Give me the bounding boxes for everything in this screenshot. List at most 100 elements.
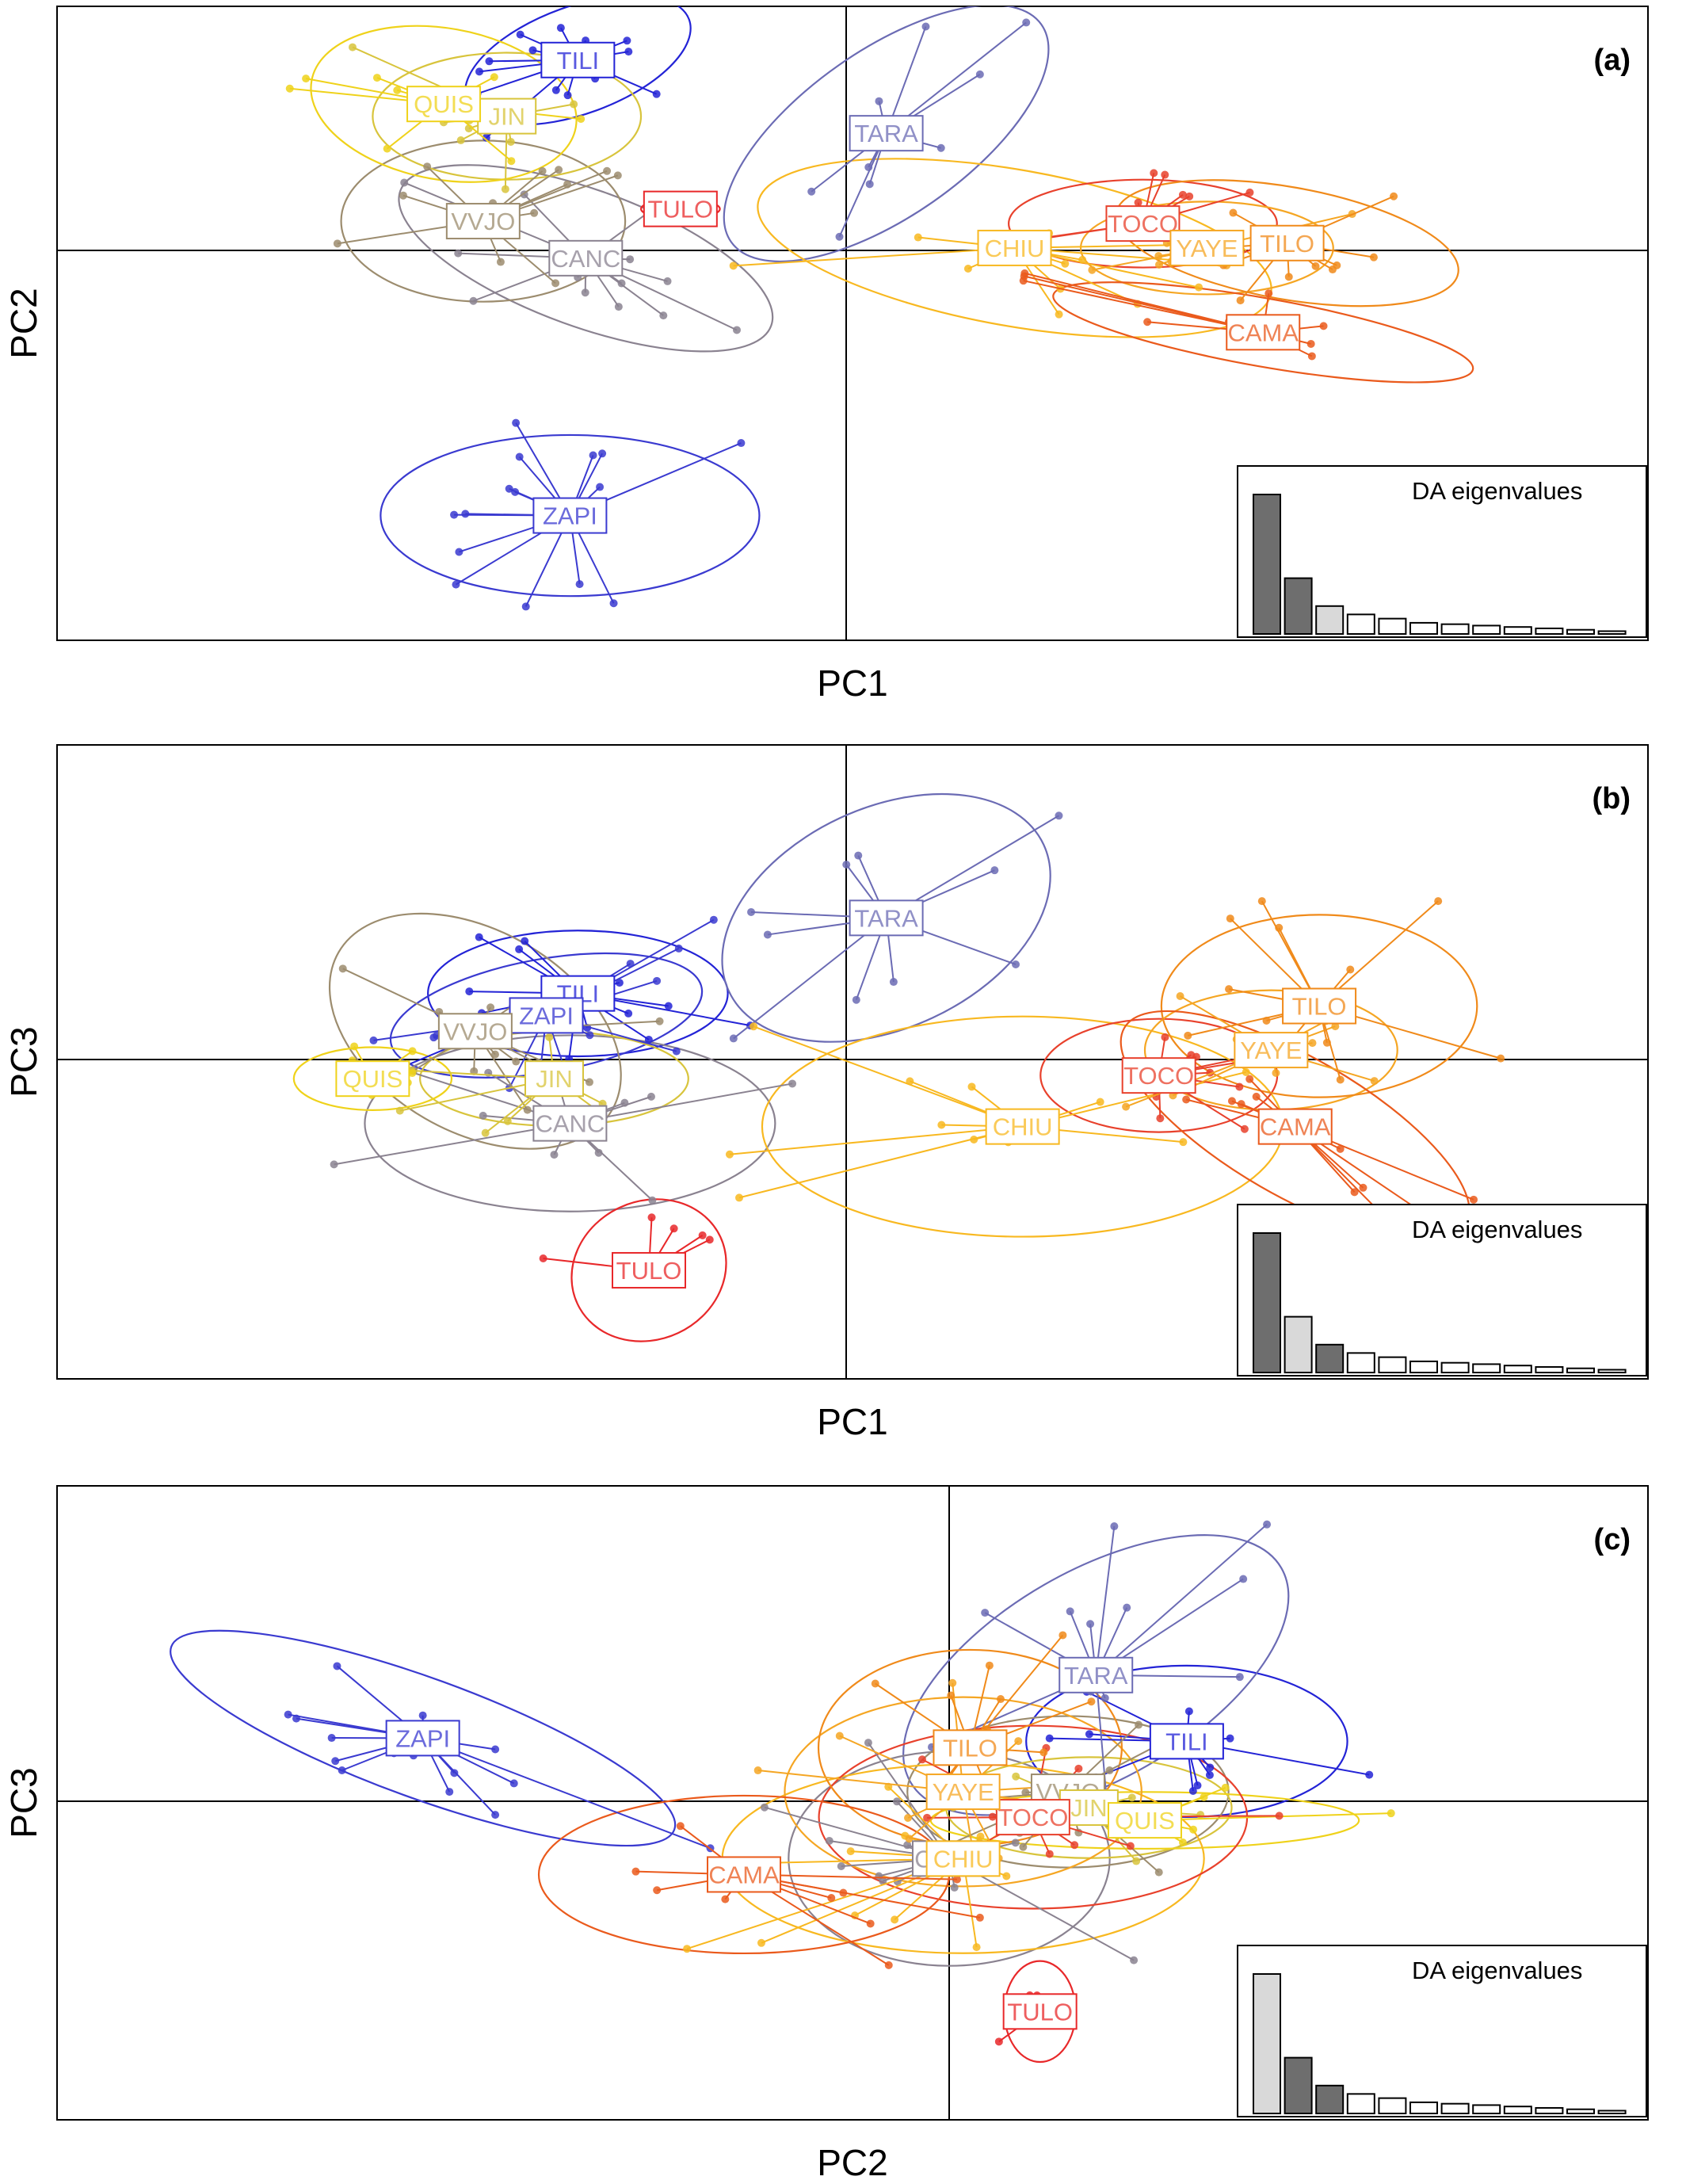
eigenvalue-bar (1472, 2104, 1501, 2114)
data-point (644, 1035, 653, 1044)
data-point (1100, 1693, 1109, 1702)
data-point (1350, 1188, 1359, 1197)
data-point (1257, 897, 1266, 906)
data-point (1370, 1077, 1379, 1086)
eigenvalue-bar (1440, 623, 1470, 635)
data-point (1336, 1075, 1345, 1084)
group-label-canc: CANC (548, 239, 624, 277)
eigenvalue-bar (1409, 621, 1438, 635)
spoke (733, 246, 1015, 267)
data-point (331, 1757, 340, 1766)
data-point (1252, 1092, 1261, 1101)
eigenvalue-bar (1378, 1356, 1407, 1374)
data-point (1176, 991, 1184, 1000)
data-point (1154, 1868, 1163, 1877)
data-point (1263, 1520, 1272, 1529)
data-point (663, 277, 672, 285)
group-label-text: JIN (1070, 1794, 1108, 1822)
data-point (450, 1769, 459, 1777)
group-label-text: CHIU (985, 235, 1045, 262)
data-point (338, 1766, 346, 1775)
panel-label: (b) (1592, 782, 1631, 815)
ellipse-zapi (170, 1629, 677, 1847)
label-box (849, 115, 924, 152)
data-point (399, 191, 407, 200)
data-point (972, 1943, 981, 1952)
group-label-text: CANC (551, 245, 620, 273)
data-point (515, 452, 524, 461)
data-point (563, 91, 572, 100)
data-point (445, 1788, 454, 1796)
data-point (1070, 1841, 1079, 1850)
data-point (1087, 1697, 1096, 1706)
group-label-text: ZAPI (395, 1724, 450, 1752)
data-point (1469, 1195, 1478, 1204)
data-point (596, 483, 605, 491)
data-point (1245, 1075, 1254, 1083)
group-label-toco: TOCO (995, 1799, 1070, 1836)
data-point (865, 180, 874, 189)
data-point (1240, 1124, 1249, 1133)
chart-panel-3: TILIZAPITARACANCVVJOJINQUISTULOCHIUTOCOY… (3, 1485, 1649, 2183)
data-point (550, 1151, 559, 1159)
group-label-chiu: CHIU (977, 229, 1052, 266)
eigenvalue-bar (1378, 2097, 1407, 2114)
group-label-text: YAYE (1240, 1037, 1302, 1064)
eigenvalue-bar (1566, 2108, 1595, 2114)
panel-label: (a) (1594, 44, 1631, 77)
inset-title: DA eigenvalues (1412, 477, 1582, 505)
data-point (1127, 1793, 1136, 1802)
data-point (609, 599, 618, 608)
label-box (1107, 1802, 1182, 1839)
group-label-tilo: TILO (1249, 224, 1325, 262)
y-axis-label: PC2 (3, 288, 44, 358)
data-point (976, 1832, 985, 1841)
data-point (1014, 1737, 1023, 1746)
eigenvalue-bar (1378, 617, 1407, 636)
group-label-jin: JIN (524, 1060, 584, 1098)
group-label-text: QUIS (414, 90, 474, 118)
data-point (395, 1106, 404, 1115)
data-point (393, 86, 402, 94)
data-point (589, 451, 597, 460)
label-box (1105, 205, 1181, 242)
data-point (852, 995, 860, 1004)
data-point (456, 136, 465, 145)
group-label-toco: TOCO (1121, 1057, 1196, 1094)
data-point (1319, 322, 1328, 330)
data-point (369, 1036, 378, 1044)
data-point (906, 1077, 914, 1086)
data-point (914, 233, 922, 242)
data-point (1161, 1033, 1169, 1041)
data-point (512, 418, 521, 427)
data-point (521, 602, 530, 611)
data-point (705, 1235, 714, 1244)
data-point (523, 1105, 532, 1114)
data-point (1311, 262, 1320, 270)
label-box (1121, 1057, 1196, 1094)
label-box (1002, 1993, 1078, 2030)
data-point (585, 1078, 593, 1086)
data-point (1390, 192, 1398, 200)
data-point (1434, 897, 1443, 906)
data-point (507, 157, 516, 166)
ellipse-quis (310, 25, 578, 183)
data-point (555, 166, 563, 174)
data-point (936, 143, 945, 152)
data-point (1185, 192, 1194, 200)
group-label-zapi: ZAPI (509, 997, 584, 1034)
spoke (1144, 1812, 1391, 1822)
label-box (335, 1060, 410, 1098)
group-label-tili: TILI (540, 41, 616, 78)
data-point (1096, 1098, 1104, 1106)
group-label-text: TULO (647, 196, 713, 223)
data-point (875, 1872, 883, 1880)
group-label-yaye: YAYE (1234, 1032, 1309, 1069)
group-label-text: QUIS (343, 1065, 403, 1093)
data-point (875, 97, 883, 105)
ellipse-yaye (784, 1696, 1142, 1888)
spoke (1022, 1071, 1246, 1128)
eigenvalue-bar (1597, 630, 1627, 635)
data-point (1193, 1781, 1202, 1790)
data-point (521, 937, 529, 945)
